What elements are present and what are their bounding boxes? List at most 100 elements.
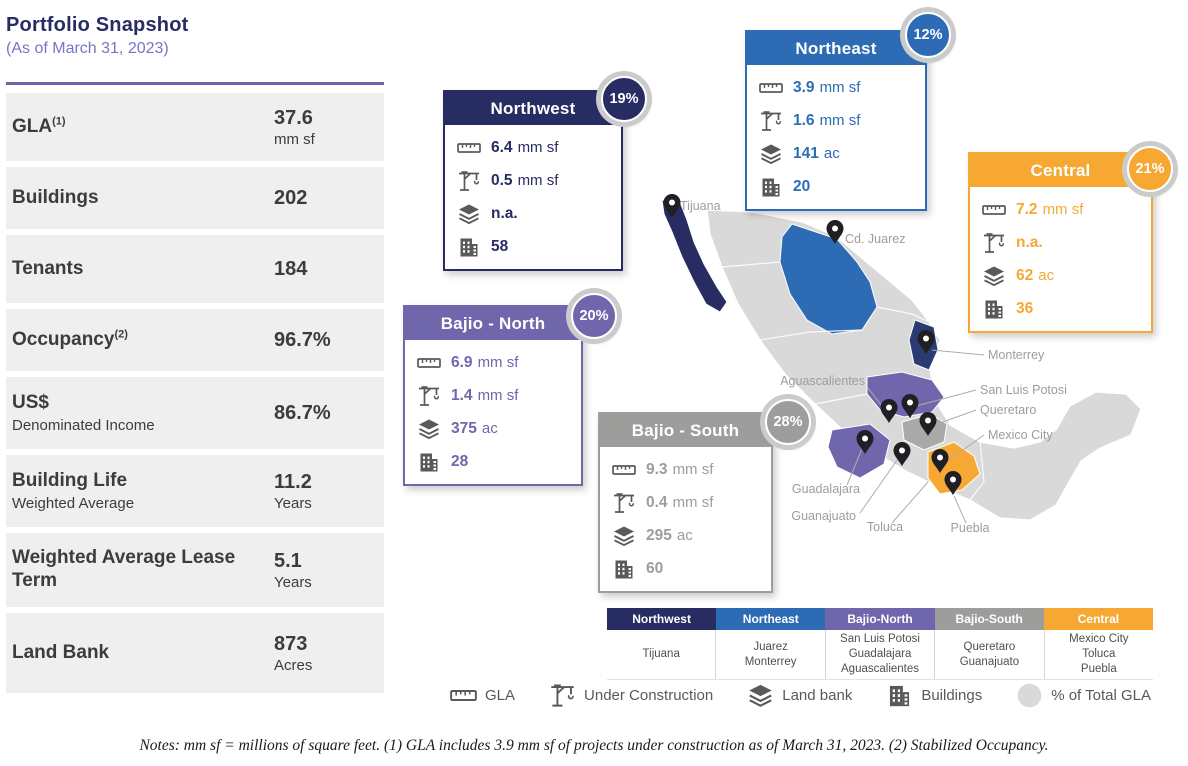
region-cities-northwest: Tijuana [642, 648, 680, 661]
stat-under-construction: 0.4 mm sf [612, 490, 767, 515]
ruler-icon [457, 136, 481, 160]
map-label-mexico-city: Mexico City [988, 428, 1053, 442]
map-label-puebla: Puebla [951, 521, 990, 535]
legend-item-land-bank: Land bank [747, 682, 852, 709]
stat-land-bank: 141 ac [759, 141, 921, 166]
stat-gla: 7.2 mm sf [982, 197, 1147, 222]
map-legend: GLA Under Construction Land bank Buildin… [450, 682, 1162, 709]
row-footnote-ref: (2) [114, 328, 128, 341]
row-unit: Years [274, 573, 312, 591]
stat-under-construction: n.a. [982, 230, 1147, 255]
total-gla-circle-icon [1016, 682, 1043, 709]
region-cities-bajio-north: San Luis Potosi Guadalajara Aguascalient… [824, 630, 934, 679]
pct-of-total-gla-badge: 20% [571, 293, 617, 339]
crane-icon [457, 169, 481, 193]
landbank-icon [982, 264, 1006, 288]
map-label-monterrey: Monterrey [988, 348, 1045, 362]
legend-item-pct-total-gla: % of Total GLA [1016, 682, 1151, 709]
stat-land-bank: 375 ac [417, 416, 577, 441]
region-card-title: Central [970, 154, 1151, 187]
region-cities-bajio-south: Queretaro Guanajuato [934, 630, 1043, 679]
stat-gla: 6.4 mm sf [457, 135, 617, 160]
panel-divider [6, 82, 384, 85]
map-label-guanajuato: Guanajuato [791, 509, 856, 523]
snapshot-row-gla: GLA(1) 37.6 mm sf [6, 93, 384, 161]
map-label-toluca: Toluca [867, 520, 903, 534]
row-label: Building Life [12, 470, 128, 492]
ruler-icon [759, 76, 783, 100]
stat-land-bank: 295 ac [612, 523, 767, 548]
region-city-table: Northwest Northeast Bajio-North Bajio-So… [607, 608, 1154, 680]
landbank-icon [612, 524, 636, 548]
row-label: GLA [12, 115, 53, 137]
row-value: 37.6 [274, 106, 313, 129]
stat-under-construction: 0.5 mm sf [457, 168, 617, 193]
snapshot-table: GLA(1) 37.6 mm sf Buildings 202 Tenants 1… [6, 93, 384, 693]
row-value: 184 [274, 257, 308, 280]
legend-item-gla: GLA [450, 682, 515, 709]
map-state-borders [721, 261, 985, 501]
ruler-icon [417, 351, 441, 375]
legend-item-under-construction: Under Construction [549, 682, 713, 709]
row-value: 96.7% [274, 328, 331, 351]
stat-buildings: 58 [457, 234, 617, 259]
building-icon [457, 235, 481, 259]
region-cities-central: Mexico City Toluca Puebla [1043, 630, 1153, 679]
landbank-icon [417, 417, 441, 441]
row-sublabel: Denominated Income [12, 416, 155, 434]
row-label: Weighted Average Lease Term [12, 547, 236, 591]
snapshot-row-buildings: Buildings 202 [6, 167, 384, 229]
stat-land-bank: n.a. [457, 201, 617, 226]
row-footnote-ref: (1) [52, 115, 66, 128]
map-region-northeast-chihuahua [779, 223, 878, 335]
region-card-northeast: 12% Northeast 3.9 mm sf 1.6 mm sf 141 ac 20 [745, 12, 951, 211]
building-icon [982, 297, 1006, 321]
map-label-guadalajara: Guadalajara [792, 482, 860, 496]
building-icon [759, 175, 783, 199]
row-label: US$ [12, 392, 49, 414]
stat-buildings: 60 [612, 556, 767, 581]
footnotes: Notes: mm sf = millions of square feet. … [139, 737, 1049, 754]
row-label: Buildings [12, 186, 99, 208]
stat-buildings: 36 [982, 296, 1147, 321]
row-value: 5.1 [274, 549, 302, 572]
crane-icon [417, 384, 441, 408]
row-unit: Years [274, 494, 312, 512]
stat-buildings: 28 [417, 449, 577, 474]
region-card-title: Northeast [747, 32, 925, 65]
ruler-icon [612, 458, 636, 482]
snapshot-row-usd-income: US$ Denominated Income 86.7% [6, 377, 384, 449]
region-card-title: Bajio - South [600, 414, 771, 447]
row-value: 11.2 [274, 470, 312, 493]
building-icon [417, 450, 441, 474]
row-label: Land Bank [12, 641, 110, 663]
stat-buildings: 20 [759, 174, 921, 199]
map-label-san-luis-potosi: San Luis Potosi [980, 383, 1067, 397]
crane-icon [759, 109, 783, 133]
page-title: Portfolio Snapshot [6, 14, 189, 36]
pct-of-total-gla-badge: 28% [765, 399, 811, 445]
landbank-icon [457, 202, 481, 226]
map-region-northwest-baja [661, 199, 728, 313]
stat-gla: 9.3 mm sf [612, 457, 767, 482]
crane-icon [612, 491, 636, 515]
stat-gla: 6.9 mm sf [417, 350, 577, 375]
row-sublabel: Weighted Average [12, 494, 135, 512]
stat-under-construction: 1.6 mm sf [759, 108, 921, 133]
crane-icon [549, 682, 576, 709]
landbank-icon [759, 142, 783, 166]
region-city-table-header: Northwest Northeast Bajio-North Bajio-So… [607, 608, 1154, 630]
region-card-bajio-north: 20% Bajio - North 6.9 mm sf 1.4 mm sf 375 a… [403, 293, 617, 486]
ruler-icon [982, 198, 1006, 222]
landbank-icon [747, 682, 774, 709]
map-landmass [661, 199, 1142, 521]
region-card-northwest: 19% Northwest 6.4 mm sf 0.5 mm sf n.a. 58 [443, 76, 647, 271]
mexico-map: Tijuana Cd. Juarez Monterrey Aguascalien… [661, 194, 1142, 535]
pct-of-total-gla-badge: 21% [1127, 146, 1173, 192]
snapshot-row-building-life: Building Life Weighted Average 11.2 Years [6, 455, 384, 527]
row-unit: mm sf [274, 130, 315, 148]
snapshot-row-land-bank: Land Bank 873 Acres [6, 613, 384, 693]
map-label-aguascalientes: Aguascalientes [780, 374, 865, 388]
row-value: 873 [274, 632, 308, 655]
region-col-header-northwest: Northwest [607, 608, 717, 630]
